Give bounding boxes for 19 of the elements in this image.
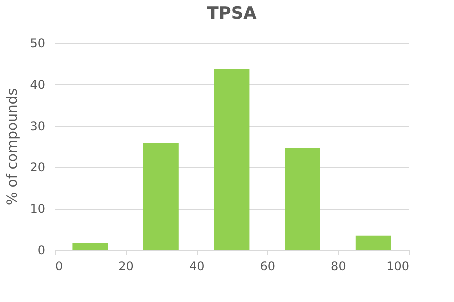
x-tick-label: 20 bbox=[118, 260, 134, 274]
x-tick-label: 80 bbox=[331, 260, 346, 274]
y-tick-label: 20 bbox=[30, 160, 46, 175]
x-tick-label: 60 bbox=[260, 260, 276, 274]
y-tick-label: 10 bbox=[30, 202, 46, 216]
y-tick-label: 40 bbox=[30, 78, 46, 92]
x-tick-label: 0 bbox=[56, 260, 64, 274]
chart-title: TPSA bbox=[207, 4, 258, 24]
x-tick-label: 100 bbox=[386, 260, 410, 274]
x-tick-label: 40 bbox=[189, 260, 205, 274]
bar bbox=[285, 148, 320, 250]
bar bbox=[144, 143, 179, 250]
bar bbox=[214, 69, 250, 250]
y-tick-label: 50 bbox=[30, 36, 46, 50]
bar bbox=[356, 236, 392, 250]
y-axis-title: % of compounds bbox=[5, 88, 22, 206]
y-tick-label: 30 bbox=[30, 119, 46, 134]
y-tick-label: 0 bbox=[38, 244, 46, 258]
bar bbox=[72, 242, 108, 250]
